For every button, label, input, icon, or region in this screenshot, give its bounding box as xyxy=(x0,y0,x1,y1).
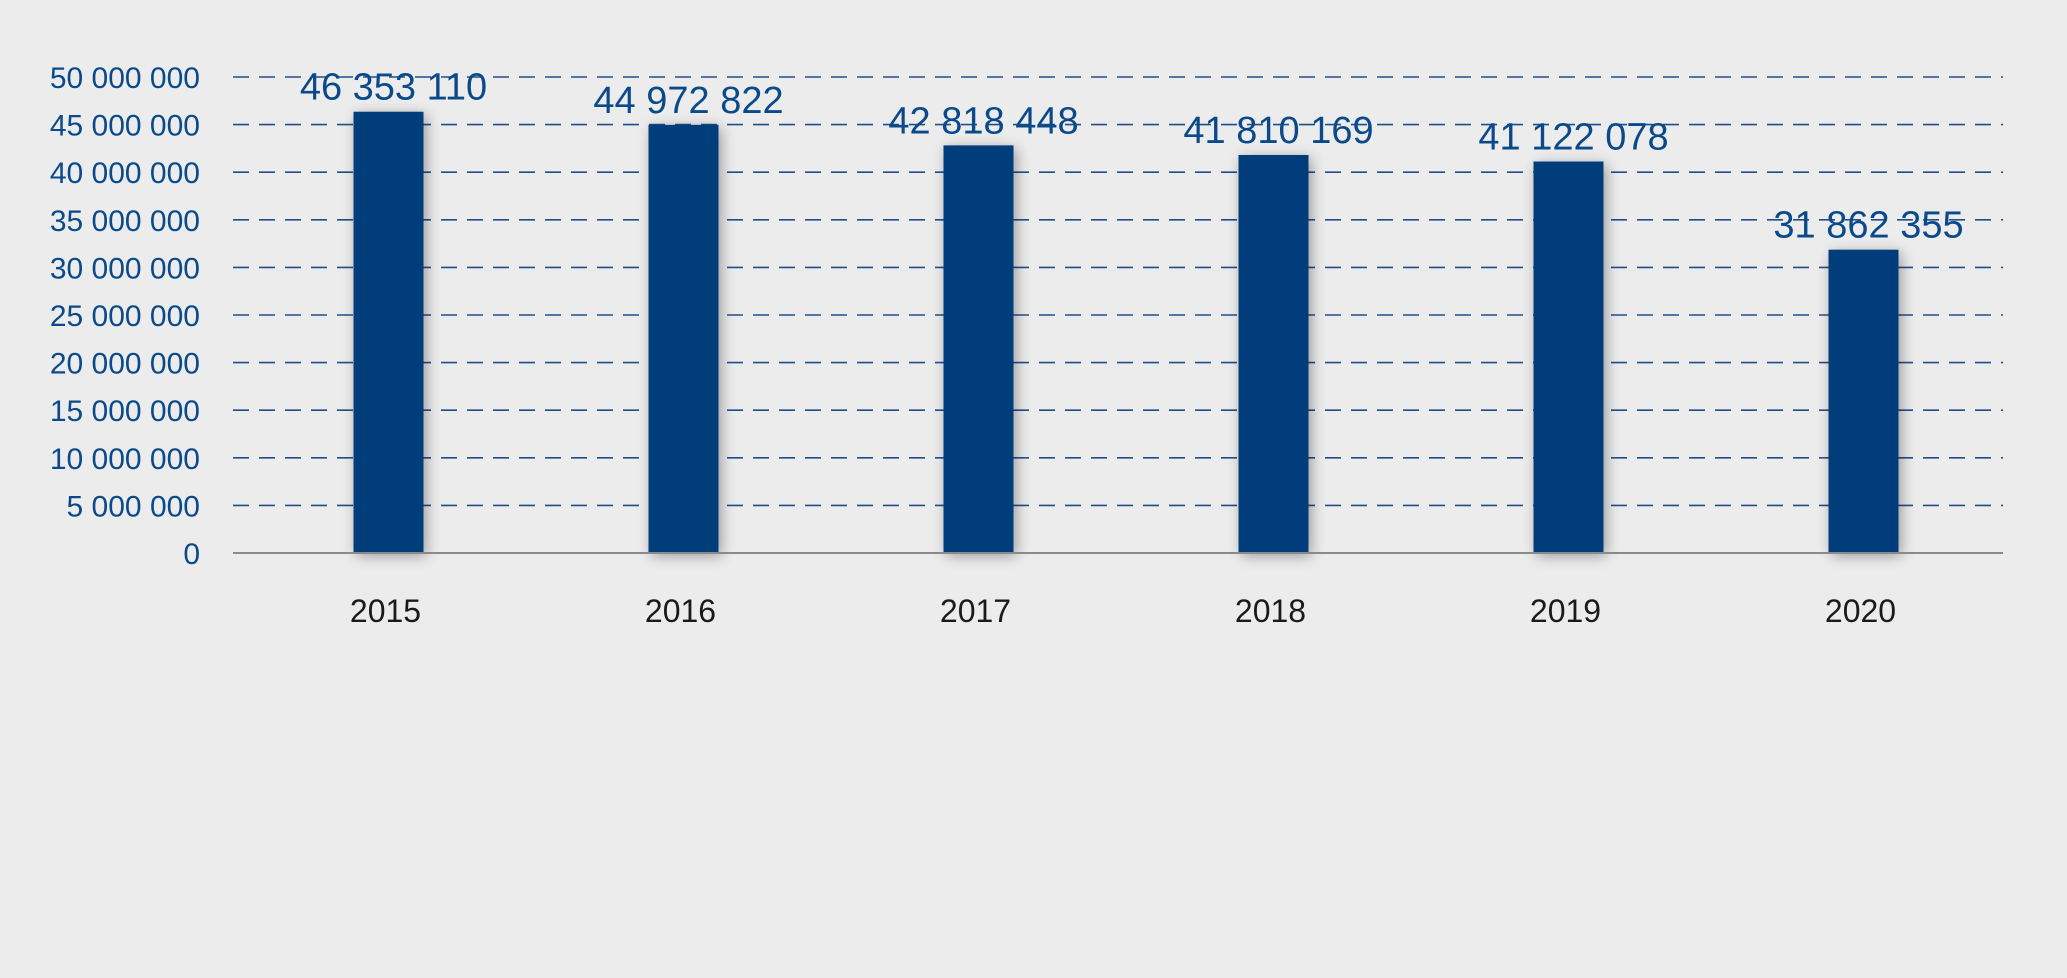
y-tick-label: 25 000 000 xyxy=(50,300,200,333)
bar-2017 xyxy=(943,145,1014,553)
y-tick-label: 30 000 000 xyxy=(50,252,200,285)
bar-2019 xyxy=(1533,161,1604,553)
bars xyxy=(353,111,1899,554)
x-tick-label-2017: 2017 xyxy=(940,593,1011,629)
data-label-2018: 41 810 169 xyxy=(1183,110,1373,152)
y-axis: 0 5 000 000 10 000 000 15 000 000 20 000 000… xyxy=(50,62,200,571)
x-tick-label-2019: 2019 xyxy=(1530,593,1601,629)
x-tick-label-2018: 2018 xyxy=(1235,593,1306,629)
data-label-2017: 42 818 448 xyxy=(888,100,1078,142)
y-tick-label: 35 000 000 xyxy=(50,205,200,238)
y-tick-label: 40 000 000 xyxy=(50,157,200,190)
bar-2018 xyxy=(1238,154,1309,553)
y-tick-label: 5 000 000 xyxy=(67,490,200,523)
bar-2015 xyxy=(353,111,424,554)
x-axis: 2015 2016 2017 2018 2019 2020 xyxy=(233,552,2003,629)
y-tick-label: 45 000 000 xyxy=(50,110,200,143)
data-label-2016: 44 972 822 xyxy=(593,80,783,122)
data-label-2019: 41 122 078 xyxy=(1478,117,1668,159)
bar-2020 xyxy=(1828,249,1899,553)
data-label-2020: 31 862 355 xyxy=(1773,205,1963,247)
x-tick-label-2020: 2020 xyxy=(1825,593,1896,629)
x-tick-label-2015: 2015 xyxy=(350,593,421,629)
y-tick-label: 20 000 000 xyxy=(50,348,200,381)
y-tick-label: 0 xyxy=(183,538,200,571)
gridlines xyxy=(233,76,2003,507)
x-tick-label-2016: 2016 xyxy=(645,593,716,629)
y-tick-label: 10 000 000 xyxy=(50,443,200,476)
data-labels: 46 353 110 44 972 822 42 818 448 41 810 169… xyxy=(300,67,1964,247)
y-tick-label: 50 000 000 xyxy=(50,62,200,95)
bar-2016 xyxy=(648,124,719,553)
y-tick-label: 15 000 000 xyxy=(50,395,200,428)
data-label-2015: 46 353 110 xyxy=(300,67,487,109)
